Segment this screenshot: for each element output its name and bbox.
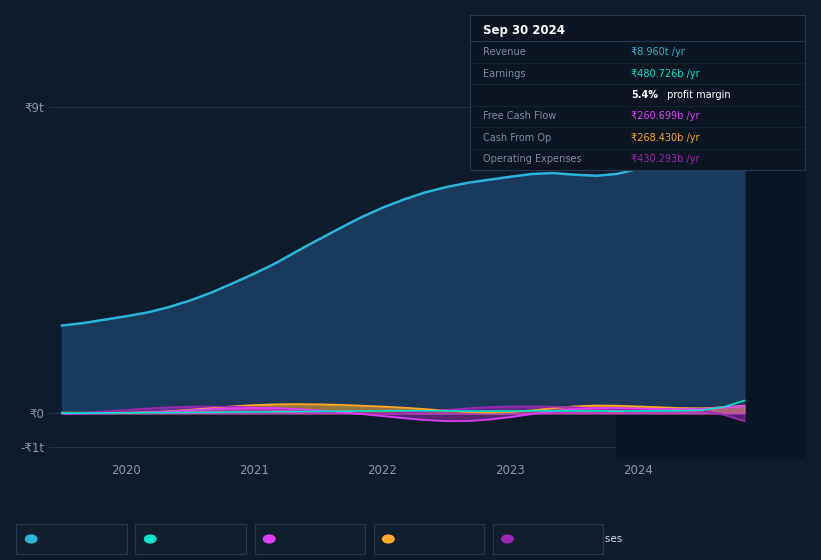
Text: Earnings: Earnings [484,68,526,78]
Text: ₹268.430b /yr: ₹268.430b /yr [631,133,699,143]
Text: Free Cash Flow: Free Cash Flow [484,111,557,122]
Text: Sep 30 2024: Sep 30 2024 [484,24,566,38]
Text: Revenue: Revenue [484,47,526,57]
Text: profit margin: profit margin [664,90,731,100]
Text: 5.4%: 5.4% [631,90,658,100]
Text: Cash From Op: Cash From Op [484,133,552,143]
Text: Earnings: Earnings [160,534,205,544]
Text: ₹430.293b /yr: ₹430.293b /yr [631,154,699,164]
Bar [617,56,805,459]
Text: Cash From Op: Cash From Op [398,534,471,544]
Text: ₹260.699b /yr: ₹260.699b /yr [631,111,699,122]
Text: ₹480.726b /yr: ₹480.726b /yr [631,68,699,78]
Text: Operating Expenses: Operating Expenses [484,154,582,164]
Text: ₹8.960t /yr: ₹8.960t /yr [631,47,685,57]
Text: Free Cash Flow: Free Cash Flow [279,534,357,544]
Text: Operating Expenses: Operating Expenses [517,534,622,544]
Text: Revenue: Revenue [41,534,86,544]
